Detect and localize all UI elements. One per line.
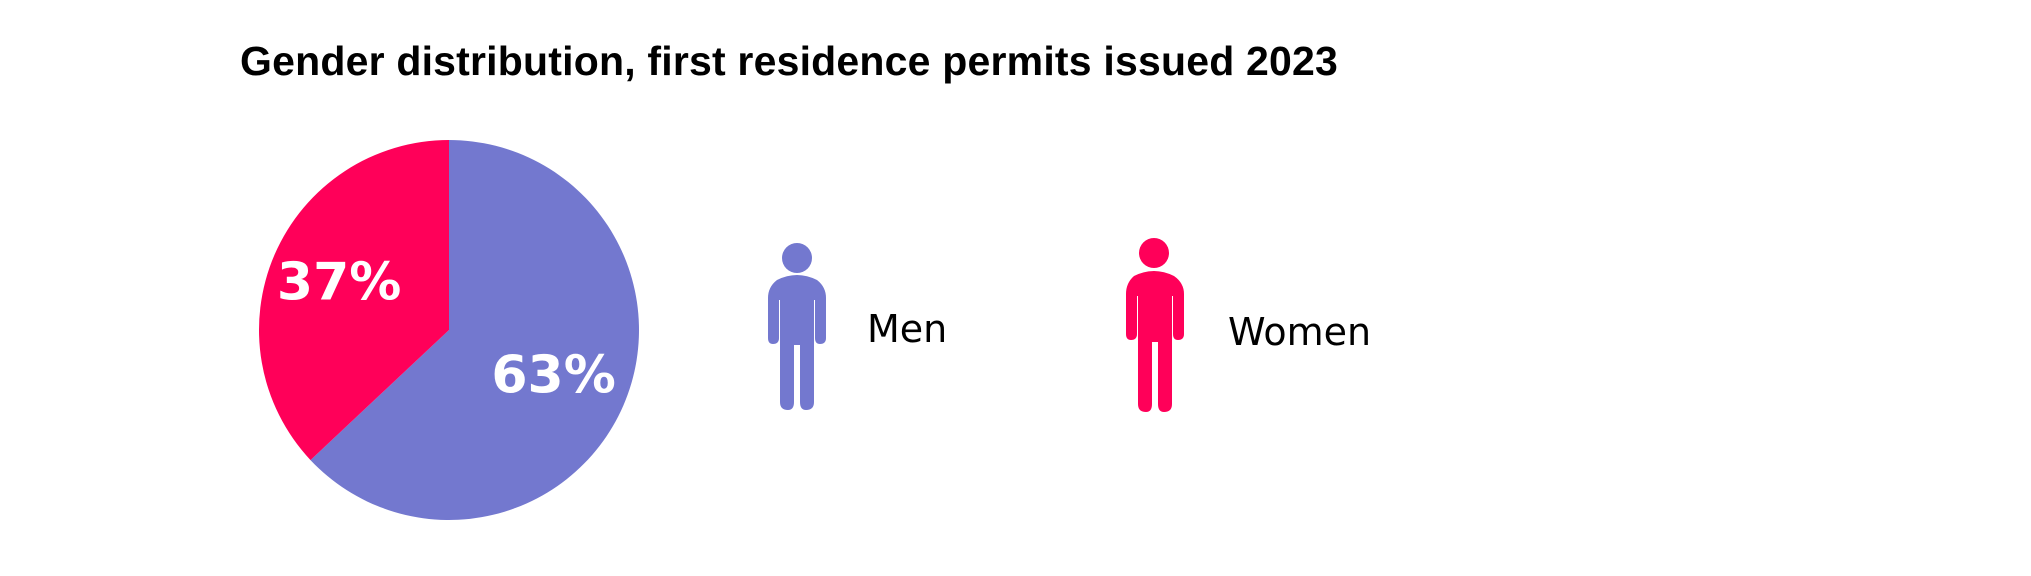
man-icon [768, 243, 826, 410]
legend-label-men: Men [867, 307, 947, 351]
pie-label-men: 63% [491, 345, 615, 405]
legend-item-women: Women [1126, 238, 1371, 412]
legend-item-men: Men [768, 243, 947, 410]
pie-slices [259, 140, 640, 520]
pie-slice-men [310, 140, 640, 520]
legend-label-women: Women [1228, 310, 1371, 354]
pie-slice-women [259, 140, 449, 461]
chart-title: Gender distribution, first residence per… [240, 38, 1339, 84]
pie-labels: 63% 37% [277, 252, 616, 405]
pie-label-women: 37% [277, 252, 401, 312]
woman-icon [1126, 238, 1184, 412]
